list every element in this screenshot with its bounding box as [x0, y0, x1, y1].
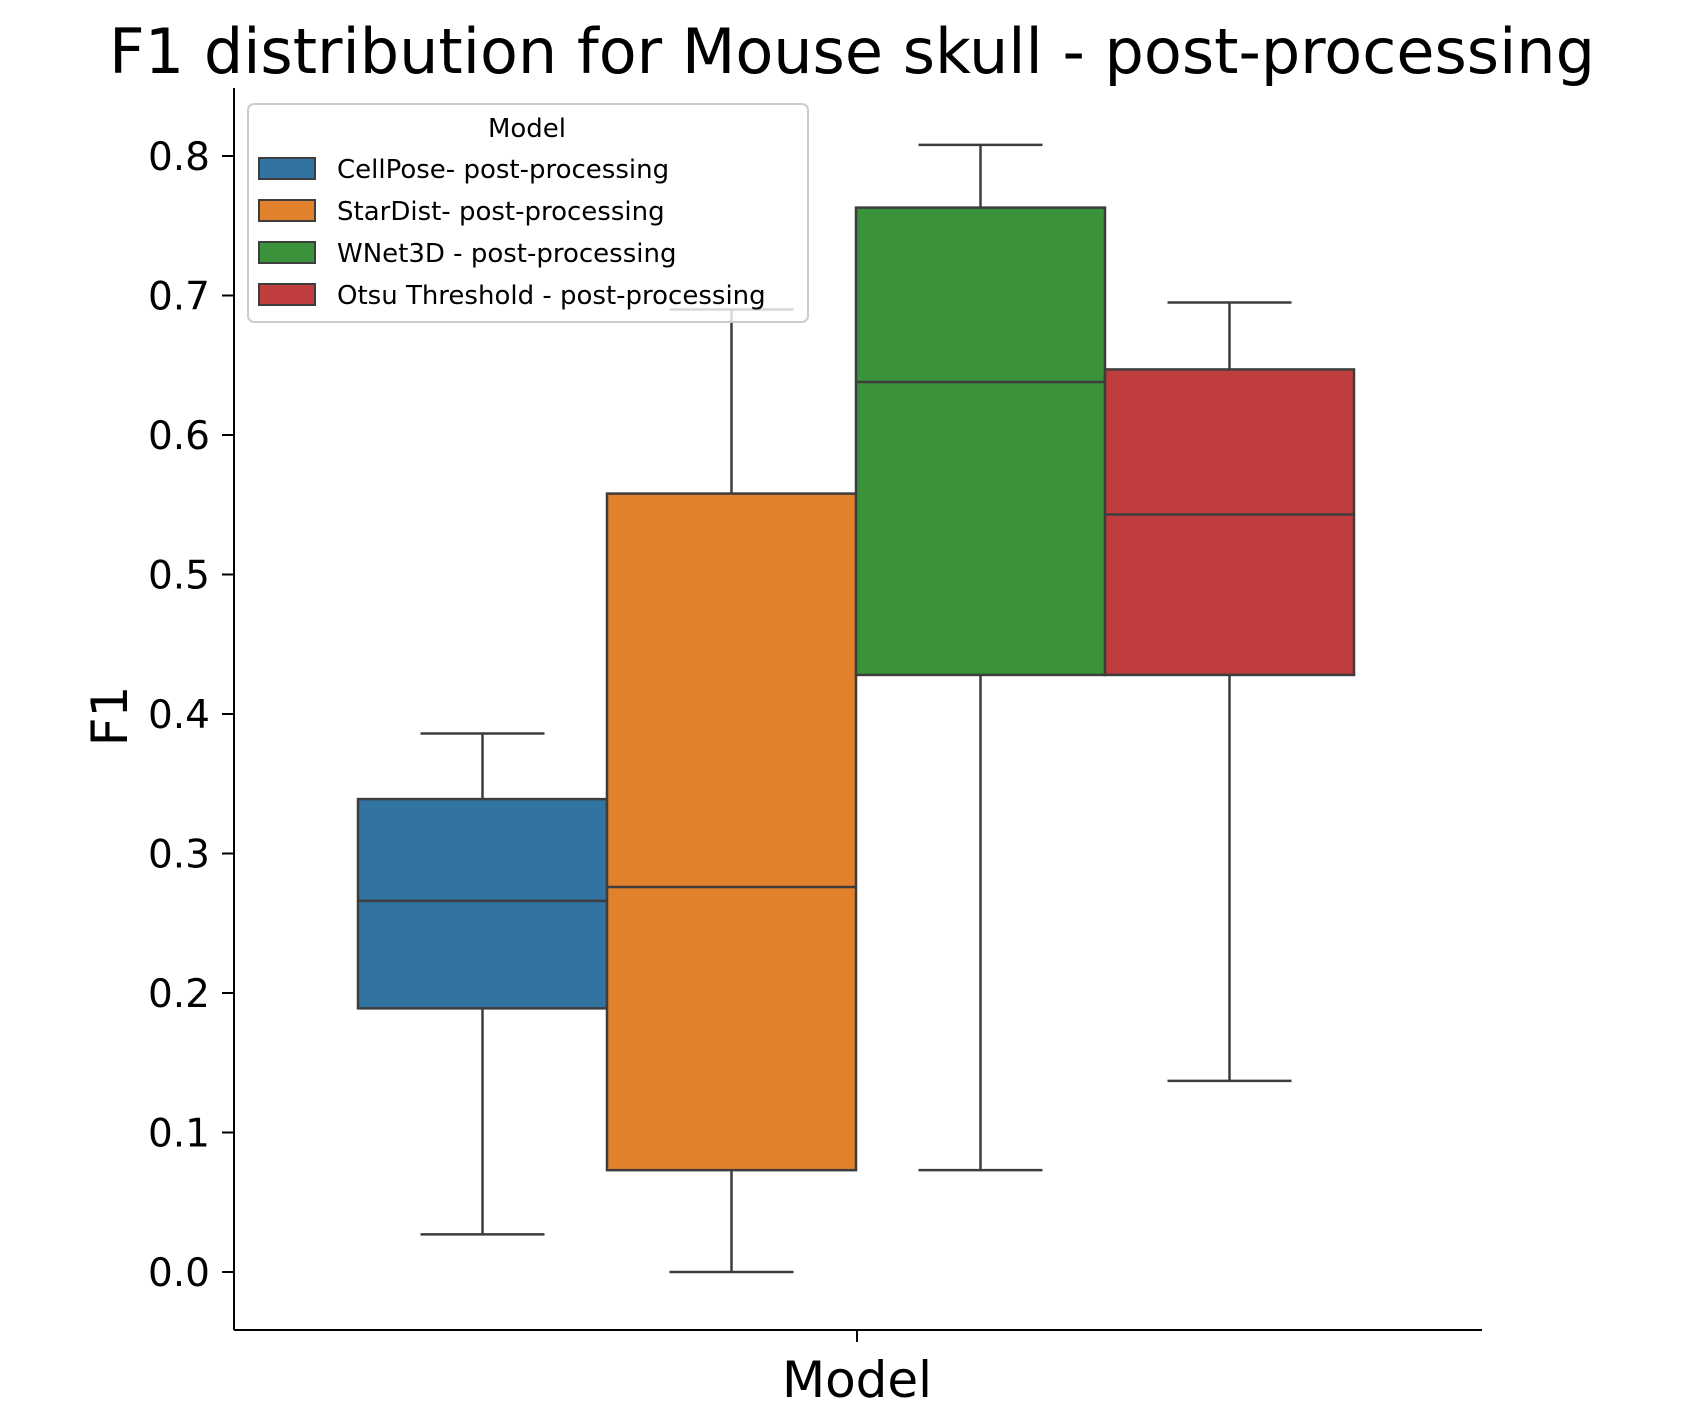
y-axis-label: F1 — [81, 686, 139, 747]
legend-title: Model — [488, 114, 566, 144]
y-tick-label: 0.1 — [148, 1112, 210, 1157]
legend-label: WNet3D - post-processing — [337, 239, 676, 269]
box-2 — [605, 308, 858, 1274]
y-tick-label: 0.3 — [148, 833, 210, 878]
legend-swatch — [258, 241, 316, 264]
box-4 — [1103, 301, 1356, 1083]
legend-swatch — [258, 283, 316, 306]
legend-swatch — [258, 157, 316, 180]
legend: Model CellPose- post-processing StarDist- … — [247, 103, 809, 323]
legend-label: CellPose- post-processing — [337, 155, 669, 185]
box-3 — [854, 143, 1107, 1172]
legend-entry: Otsu Threshold - post-processing — [258, 281, 766, 311]
legend-swatch — [258, 199, 316, 222]
legend-entry: WNet3D - post-processing — [258, 239, 676, 269]
y-tick-label: 0.0 — [148, 1251, 210, 1296]
y-tick-label: 0.4 — [148, 693, 210, 738]
x-axis-label: Model — [782, 1351, 932, 1409]
chart-title: F1 distribution for Mouse skull - post-p… — [109, 15, 1595, 88]
y-tick-label: 0.2 — [148, 972, 210, 1017]
axes: 0.0 0.1 0.2 0.3 0.4 0.5 0.6 0.7 0.8 — [148, 88, 1482, 1342]
legend-entry: StarDist- post-processing — [258, 197, 665, 227]
y-tick-label: 0.8 — [148, 135, 210, 180]
y-tick-label: 0.6 — [148, 414, 210, 459]
legend-frame — [247, 103, 809, 323]
iqr-box — [356, 797, 609, 1010]
iqr-box — [854, 206, 1107, 677]
legend-entry: CellPose- post-processing — [258, 155, 669, 185]
legend-label: StarDist- post-processing — [337, 197, 665, 227]
y-tick-label: 0.5 — [148, 554, 210, 599]
iqr-box — [605, 492, 858, 1172]
y-tick-label: 0.7 — [148, 275, 210, 320]
legend-label: Otsu Threshold - post-processing — [337, 281, 766, 311]
box-1 — [356, 732, 609, 1236]
box-series — [356, 143, 1356, 1274]
iqr-box — [1103, 368, 1356, 677]
